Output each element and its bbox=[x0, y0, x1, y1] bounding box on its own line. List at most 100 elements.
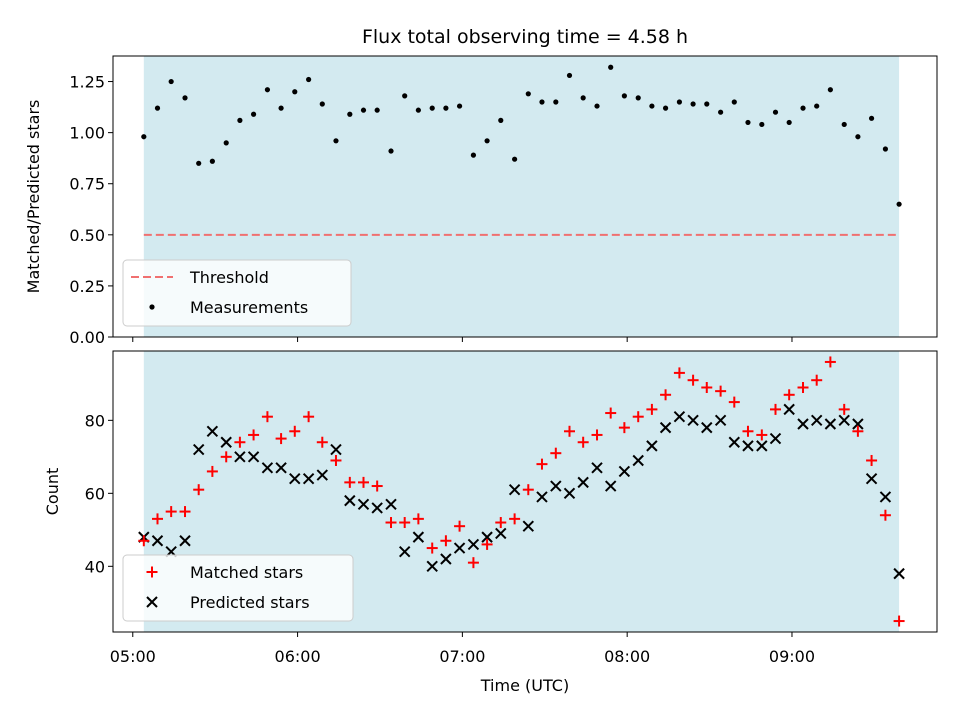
measurement-point bbox=[292, 89, 298, 95]
matched-star-marker bbox=[550, 447, 562, 459]
count-y-ticks: 40 60 80 bbox=[85, 411, 113, 576]
measurement-point bbox=[608, 64, 614, 70]
matched-star-marker bbox=[797, 381, 809, 393]
matched-star-marker bbox=[330, 454, 342, 466]
measurement-point bbox=[209, 158, 215, 164]
measurement-point bbox=[264, 87, 271, 93]
measurement-point bbox=[786, 119, 792, 126]
measurement-point bbox=[621, 93, 627, 99]
predicted-star-marker bbox=[742, 440, 754, 452]
predicted-star-marker bbox=[344, 494, 356, 507]
matched-star-marker bbox=[879, 509, 891, 521]
matched-star-marker bbox=[399, 517, 411, 529]
y-tick-label: 40 bbox=[85, 557, 105, 576]
measurement-point bbox=[539, 99, 545, 105]
measurement-point bbox=[827, 87, 833, 93]
matched-star-marker bbox=[687, 374, 699, 386]
measurement-point bbox=[443, 105, 449, 111]
matched-star-marker bbox=[577, 436, 589, 448]
predicted-star-marker bbox=[838, 414, 850, 427]
measurement-point bbox=[319, 101, 325, 107]
y-tick-label: 0.75 bbox=[69, 175, 105, 194]
chart-title: Flux total observing time = 4.58 h bbox=[362, 26, 688, 48]
matched-star-marker bbox=[646, 403, 658, 415]
matched-stars-markers bbox=[138, 356, 905, 627]
measurement-points bbox=[141, 64, 902, 207]
matched-star-marker bbox=[866, 454, 878, 466]
x-tick-label: 06:00 bbox=[275, 647, 321, 666]
measurement-point bbox=[237, 117, 243, 123]
predicted-star-marker bbox=[371, 502, 383, 514]
matched-star-marker bbox=[838, 403, 850, 415]
x-tick-label: 08:00 bbox=[604, 647, 650, 666]
matched-star-marker bbox=[467, 557, 479, 569]
predicted-star-marker bbox=[220, 436, 232, 448]
predicted-star-marker bbox=[728, 436, 741, 448]
matched-star-marker bbox=[440, 535, 452, 547]
predicted-star-marker bbox=[426, 560, 438, 573]
count-panel-frame bbox=[112, 350, 938, 633]
legend-matched-swatch bbox=[146, 566, 158, 578]
predicted-star-marker bbox=[577, 476, 589, 489]
measurement-point bbox=[498, 117, 504, 123]
measurement-point bbox=[250, 111, 257, 117]
measurement-point bbox=[841, 121, 847, 128]
legend-measurements-label: Measurements bbox=[190, 298, 308, 317]
predicted-star-marker bbox=[810, 414, 823, 427]
matched-star-marker bbox=[234, 436, 246, 448]
matched-star-marker bbox=[756, 429, 768, 441]
matched-star-marker bbox=[632, 411, 644, 423]
measurement-point bbox=[512, 156, 518, 162]
matched-star-marker bbox=[206, 465, 218, 477]
measurement-point bbox=[635, 95, 641, 101]
matched-star-marker bbox=[344, 476, 356, 488]
matched-star-marker bbox=[742, 425, 754, 437]
measurement-point bbox=[868, 115, 875, 121]
predicted-star-marker bbox=[261, 462, 274, 474]
predicted-star-marker bbox=[646, 440, 658, 452]
matched-star-marker bbox=[426, 542, 438, 554]
measurement-point bbox=[525, 91, 531, 97]
predicted-star-marker bbox=[673, 410, 686, 423]
matched-star-marker bbox=[357, 476, 369, 488]
matched-star-marker bbox=[522, 484, 534, 496]
y-tick-label: 0.00 bbox=[69, 328, 105, 347]
matched-star-marker bbox=[412, 513, 424, 525]
measurement-point bbox=[470, 152, 477, 158]
measurement-point bbox=[388, 148, 394, 154]
matched-star-marker bbox=[220, 451, 232, 463]
predicted-star-marker bbox=[756, 440, 768, 452]
matched-star-marker bbox=[509, 513, 521, 525]
x-tick-label: 09:00 bbox=[769, 647, 815, 666]
measurement-point bbox=[594, 103, 600, 109]
matched-star-marker bbox=[536, 458, 548, 470]
ratio-panel: 0.00 0.25 0.50 0.75 1.00 1.25 Matched/Predict… bbox=[24, 55, 938, 347]
measurement-point bbox=[154, 105, 161, 111]
matched-star-marker bbox=[618, 422, 630, 434]
predicted-star-marker bbox=[687, 414, 699, 427]
predicted-star-marker bbox=[522, 520, 535, 532]
matched-star-marker bbox=[481, 538, 493, 550]
measurement-point bbox=[662, 105, 669, 111]
matched-star-marker bbox=[811, 374, 823, 386]
predicted-star-marker bbox=[206, 425, 219, 437]
predicted-star-marker bbox=[604, 480, 617, 492]
legend-predicted-swatch bbox=[146, 596, 158, 608]
legend-predicted-label: Predicted stars bbox=[190, 593, 310, 612]
matched-star-marker bbox=[275, 433, 287, 445]
predicted-star-marker bbox=[234, 451, 246, 463]
predicted-star-marker bbox=[893, 567, 905, 580]
matched-star-marker bbox=[701, 381, 713, 393]
y-tick-label: 0.50 bbox=[69, 226, 105, 245]
predicted-star-marker bbox=[659, 421, 672, 434]
x-tick-label: 07:00 bbox=[439, 647, 485, 666]
predicted-star-marker bbox=[508, 483, 521, 496]
matched-star-marker bbox=[193, 484, 205, 496]
predicted-star-marker bbox=[797, 418, 809, 430]
predicted-star-marker bbox=[865, 473, 878, 485]
matched-star-marker bbox=[316, 436, 328, 448]
matched-star-marker bbox=[248, 429, 260, 441]
measurement-point bbox=[429, 105, 435, 111]
measurement-point bbox=[141, 134, 147, 140]
